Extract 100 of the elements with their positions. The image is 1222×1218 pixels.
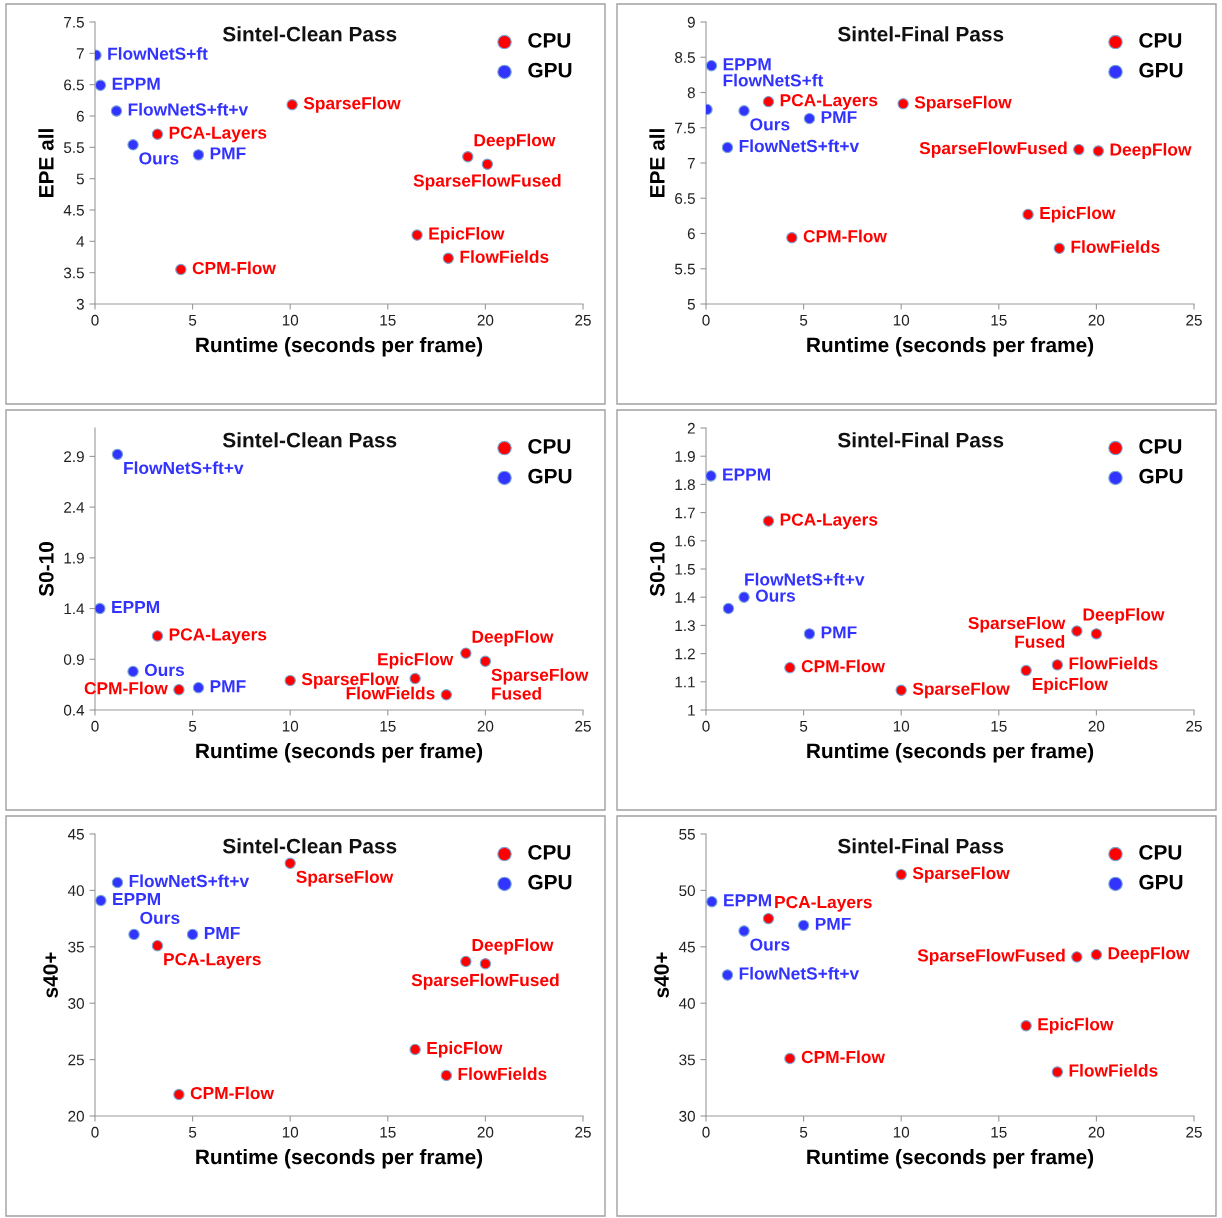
point [110,105,123,117]
point [192,681,205,694]
point [95,79,107,91]
x-tick-label: 10 [282,314,299,326]
annotation: EpicFlow [1032,677,1108,694]
y-tick-label: 5 [76,173,84,185]
point [460,647,472,659]
x-axis-title: Runtime (seconds per frame) [807,742,1094,763]
annotation: SparseFlow [912,682,1010,699]
annotation: FlowNetS+ft+v [739,966,860,980]
x-tick-label: 5 [188,720,197,732]
legend-label: GPU [1139,62,1183,78]
annotation: CPM-Flow [84,681,168,695]
point [127,665,139,678]
point [895,684,907,696]
annotation: PCA-Layers [169,126,267,143]
y-axis-title: S0-10 [649,542,665,597]
y-tick-label: 7.5 [675,122,695,134]
point [284,857,296,870]
y-tick-label: 30 [68,998,84,1009]
point [95,894,107,907]
point [784,661,796,674]
point [721,969,734,981]
x-tick-label: 0 [702,314,710,326]
x-tick-label: 15 [380,1126,396,1138]
x-axis-title: Runtime (seconds per frame) [196,742,483,763]
annotation: FlowNetS+ft+v [129,874,250,888]
annotation: FlowNetS+ft+v [124,461,244,475]
point [479,655,492,668]
annotation: CPM-Flow [801,659,885,673]
x-tick-label: 10 [282,720,299,732]
x-axis-title: Runtime (seconds per frame) [807,336,1094,357]
annotation: FlowFields [1071,240,1160,253]
point [111,448,124,461]
point [479,958,492,970]
annotation: SparseFlow Fused [968,616,1066,648]
annotation: DeepFlow [1108,946,1190,963]
legend-label: GPU [1139,874,1183,890]
annotation: Ours [140,911,180,925]
y-tick-label: 5.5 [63,142,84,154]
point [784,1052,796,1065]
point [762,515,775,527]
x-tick-label: 10 [893,314,910,326]
y-tick-label: 6.5 [675,193,695,204]
point [440,1069,453,1082]
y-tick-label: 1.4 [64,603,85,615]
annotation: EPPM [113,893,161,906]
y-tick-label: 6.5 [64,79,84,91]
legend-label: CPU [528,32,571,48]
point [127,139,139,151]
y-tick-label: 55 [679,829,695,840]
point [721,141,734,154]
x-tick-label: 15 [380,720,396,732]
annotation: CPM-Flow [190,1086,274,1100]
annotation: FlowNetS+ft+v [128,102,249,116]
y-tick-label: 0.4 [63,704,85,716]
point [186,928,199,941]
annotation: PMF [821,111,857,124]
point [738,925,750,937]
annotation: PMF [210,147,246,160]
annotation: FlowFields [458,1067,547,1081]
point [462,151,474,163]
annotation: DeepFlow [1110,142,1192,160]
annotation: DeepFlow [1083,607,1165,625]
point [442,252,455,264]
x-tick-label: 5 [799,720,808,732]
point [173,684,185,696]
annotation: SparseFlowFused [919,141,1067,158]
y-tick-label: 35 [679,1054,695,1066]
point [284,674,296,687]
annotation: FlowNetS+ft [723,73,824,87]
x-tick-label: 25 [575,314,591,326]
chart-title: Sintel-Final Pass [837,432,1004,448]
x-tick-label: 0 [91,314,99,326]
annotation: PMF [204,926,240,939]
point [738,105,750,117]
x-tick-label: 20 [1088,314,1105,326]
annotation: FlowFields [1069,656,1158,670]
chart-title: Sintel-Clean Pass [222,432,397,448]
point [1051,659,1064,671]
x-tick-label: 15 [991,314,1007,326]
x-axis-title: Runtime (seconds per frame) [196,336,483,357]
point [762,95,775,108]
point [786,232,798,244]
y-axis-title: S0-10 [38,542,54,597]
annotation: PCA-Layers [780,513,878,530]
y-tick-label: 2.4 [64,501,85,513]
y-tick-label: 8 [687,87,695,99]
chart-title: Sintel-Final Pass [837,838,1004,854]
y-tick-label: 45 [678,941,695,953]
annotation: SparseFlowFused [917,948,1065,966]
y-tick-label: 3.5 [63,267,84,279]
x-tick-label: 25 [575,720,591,732]
x-tick-label: 0 [702,1126,710,1138]
x-tick-label: 5 [188,314,197,326]
point [192,149,205,161]
annotation: SparseFlow [914,95,1012,112]
point [175,263,187,276]
y-tick-label: 25 [68,1054,84,1066]
annotation: PCA-Layers [775,895,872,912]
